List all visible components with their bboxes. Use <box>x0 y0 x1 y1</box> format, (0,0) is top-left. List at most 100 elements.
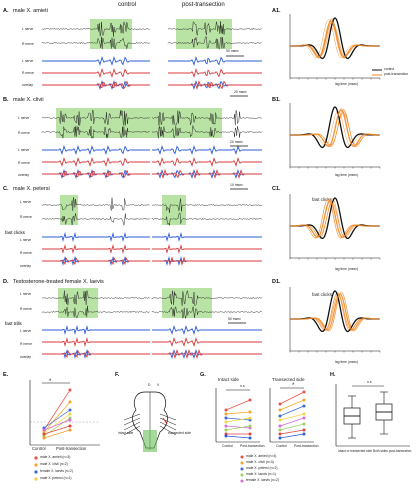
d-smooth-r-control <box>42 337 150 347</box>
b-scale-label: 20 msec <box>230 140 243 144</box>
h-x1: Intact or transected side <box>338 449 373 453</box>
c-lnerve2-label: L nerve <box>20 238 32 242</box>
g-right-pair-line-7 <box>279 433 305 439</box>
panel-a1-letter: A1. <box>272 8 281 14</box>
panel-c1-letter: C1. <box>272 186 281 192</box>
post-transection-header: post-transection <box>182 2 225 8</box>
panel-d1-letter: D1. <box>272 279 281 285</box>
g-legend-2: male X. petersi (n=2) <box>246 466 278 470</box>
d-scale-label: 50 msec <box>228 317 241 321</box>
g-right-control-point-3 <box>278 418 282 422</box>
a-rnerve-label: R nerve <box>22 42 34 46</box>
panel-c-title: male X. petersi <box>13 186 50 192</box>
e-pair-line-0 <box>43 389 71 431</box>
c-rnerve-control-trace <box>41 213 150 226</box>
a-overlay-label: overlay <box>22 83 33 87</box>
d-smooth-r-post <box>152 337 262 347</box>
g-left-control-point-2 <box>224 416 228 420</box>
g-left-control-point-1 <box>224 412 228 416</box>
panel-d-title: Testosterone-treated female X. laevis <box>13 279 104 285</box>
e-post-point-0 <box>68 388 72 392</box>
e-pair-line-6 <box>43 425 71 435</box>
panel-a-title: male X. amieti <box>13 8 48 14</box>
b-lnerve-post-trace <box>151 109 262 126</box>
g-right-control-point-4 <box>278 424 282 428</box>
g-right-post-point-7 <box>302 432 306 436</box>
c-smooth-l-control <box>42 232 150 242</box>
g-right-control-point-6 <box>278 432 282 436</box>
a-scale2-label: 20 msec <box>234 90 247 94</box>
e-legend-marker-2 <box>34 470 38 474</box>
e-legend-2: female X. laevis (n=2) <box>40 469 73 473</box>
e-pair-line-2 <box>43 409 71 429</box>
g-left-pair-line-3 <box>225 417 251 423</box>
e-post-point-1 <box>68 400 72 404</box>
a1-legend-post: post-transection <box>384 72 409 76</box>
d-lnerve-label: L nerve <box>20 292 32 296</box>
c-smooth-r-post <box>152 244 262 254</box>
g-right-control-point-5 <box>278 428 282 432</box>
b-highlight-control <box>56 108 152 138</box>
c-overlay-label: overlay <box>20 264 31 268</box>
f-nerve-left-3 <box>123 425 141 436</box>
d-rnerve-post-trace <box>151 305 262 319</box>
g-legend-marker-3 <box>240 473 244 477</box>
b-smooth-l-post <box>152 145 262 155</box>
g-right-pair-line-5 <box>279 423 305 431</box>
b-rnerve-post-trace <box>151 125 262 139</box>
g-x-control-1: Control <box>222 444 233 448</box>
e-post-point-7 <box>68 428 72 432</box>
c1-post-curve-0 <box>290 198 380 239</box>
b-lnerve-label: L nerve <box>18 116 30 120</box>
g-right-control-point-1 <box>278 408 282 412</box>
a-smooth-l-control <box>42 56 150 66</box>
g-right-post-point-6 <box>302 428 306 432</box>
e-post-point-6 <box>68 424 72 428</box>
e-post-point-3 <box>68 412 72 416</box>
g-legend-marker-2 <box>240 467 244 471</box>
g-left-post-point-0 <box>248 398 252 402</box>
g-legend-3: male X. laevis (n=1) <box>246 472 277 476</box>
g-left-post-point-1 <box>248 410 252 414</box>
b-smooth-r-post <box>152 157 262 167</box>
d-rnerve-control-trace <box>41 305 150 319</box>
f-nerve-left-2 <box>123 421 141 431</box>
f-label-v: V <box>157 383 160 387</box>
a-lnerve-control-trace <box>41 21 150 37</box>
a-highlight-post <box>176 19 232 49</box>
panel-d-letter: D. <box>3 279 9 285</box>
panel-f-letter: F. <box>115 372 120 378</box>
e-legend-marker-3 <box>34 477 38 481</box>
c1-post-curve-3 <box>290 203 380 237</box>
corr-xlabel-b1: lag time (msec) <box>335 173 359 177</box>
f-nerve-left-1 <box>123 417 141 426</box>
e-control-point-6 <box>42 432 46 436</box>
f-nerve-right-0 <box>159 413 177 421</box>
c-highlight-control <box>60 195 78 225</box>
g-left-control-point-5 <box>224 428 228 432</box>
panel-g-letter: G. <box>200 372 206 378</box>
c-overlay-r-control <box>42 256 150 266</box>
f-nerve-right-2 <box>159 421 177 431</box>
f-nerve-right-1 <box>159 417 177 426</box>
g-legend-marker-4 <box>240 479 244 483</box>
h-x2: Both sides post-transection <box>373 449 412 453</box>
d1-post-curve-0 <box>290 294 380 330</box>
c1-post-curve-4 <box>290 198 380 239</box>
e-legend-1: male X. clivii (n=2) <box>40 462 68 466</box>
g-left-pair-line-4 <box>225 425 251 429</box>
c-smooth-r-control <box>42 244 150 254</box>
g-ns: n.s. <box>240 384 246 388</box>
d-overlay-r-post <box>152 349 262 359</box>
e-pair-line-3 <box>43 413 71 434</box>
control-header: control <box>118 2 137 8</box>
e-legend-marker-1 <box>34 463 38 467</box>
g-left-control-point-4 <box>224 424 228 428</box>
b1-post-mean-curve <box>290 109 380 147</box>
g-right-pair-line-0 <box>279 391 305 405</box>
c-lnerve-control-trace <box>41 197 150 211</box>
g-right-control-point-0 <box>278 402 282 406</box>
g-x-post-1: Post-transection <box>240 444 265 448</box>
a-lnerve-post-trace <box>167 21 262 37</box>
